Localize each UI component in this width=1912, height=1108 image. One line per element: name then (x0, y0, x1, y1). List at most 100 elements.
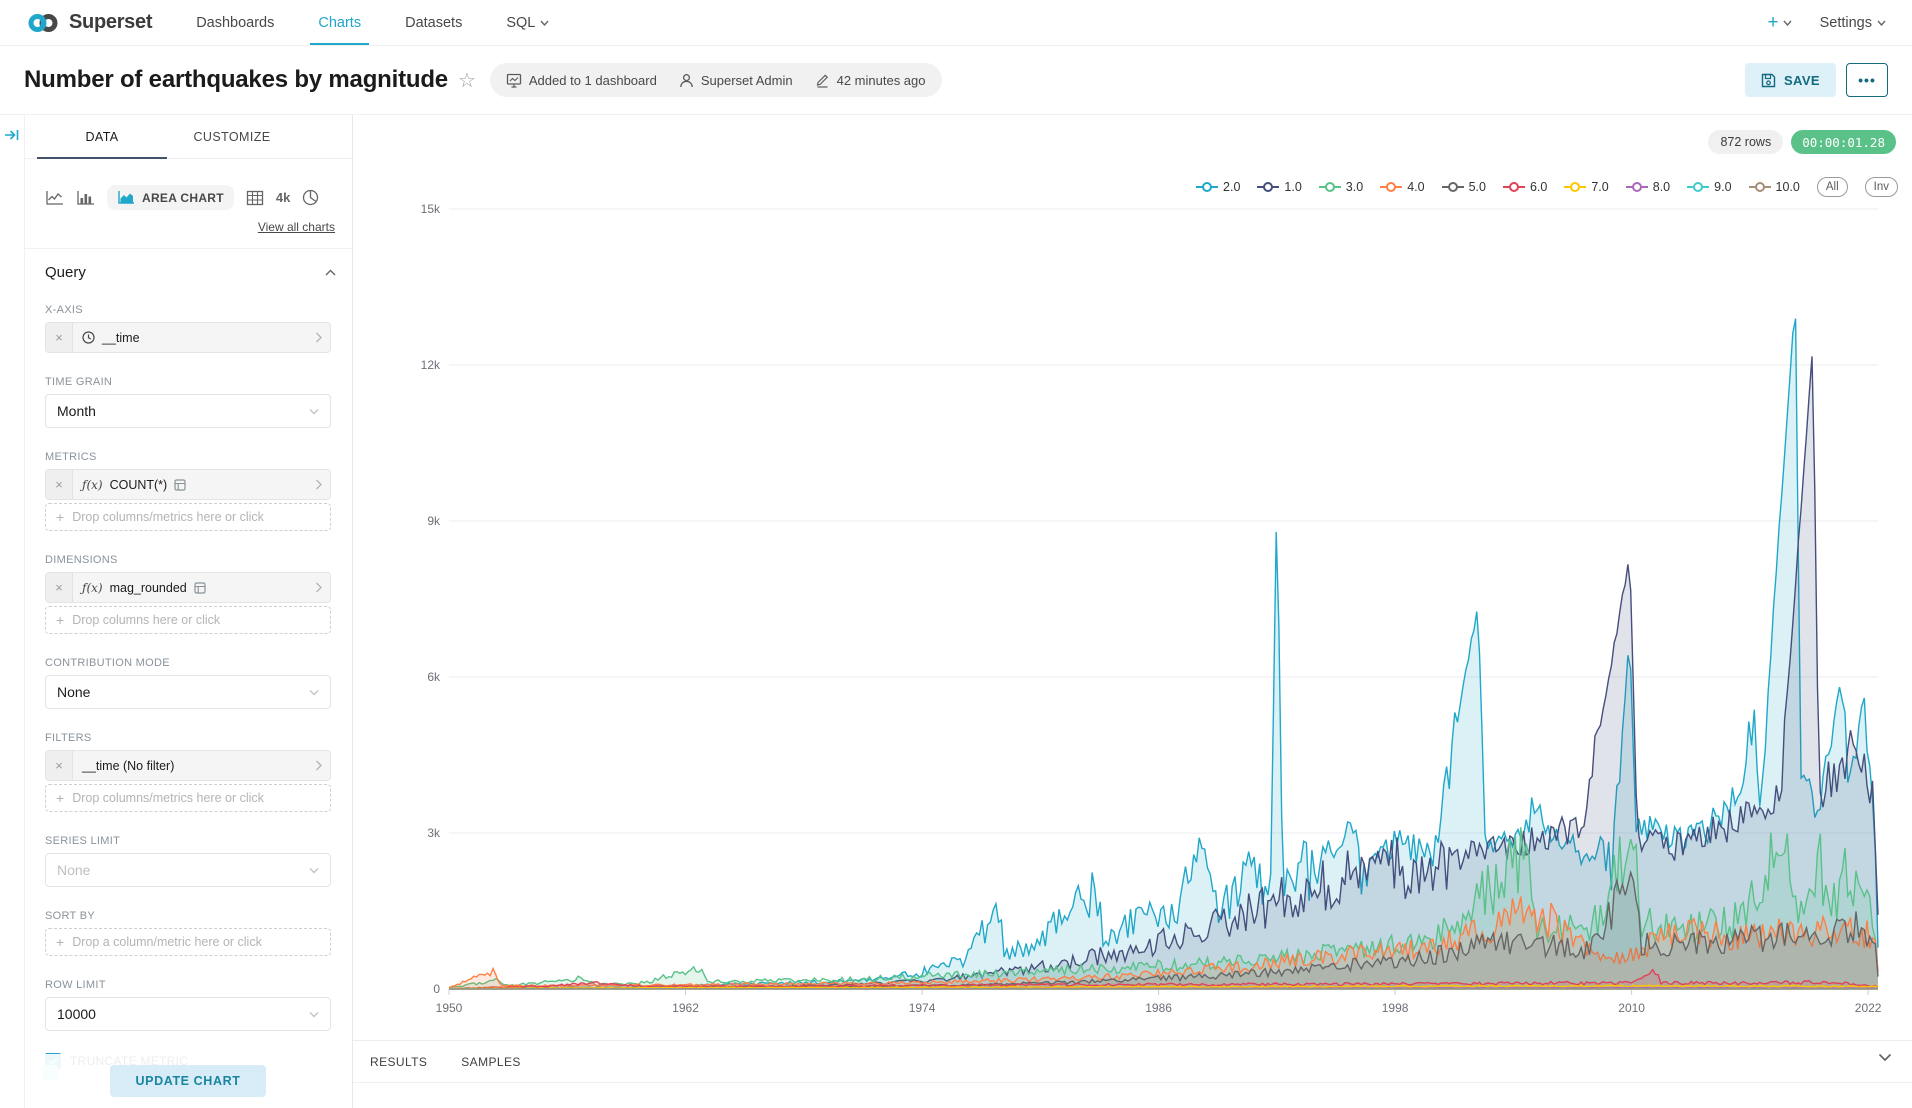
brand-name: Superset (69, 11, 153, 33)
metrics-dropzone[interactable]: + Drop columns/metrics here or click (45, 503, 331, 531)
panel-collapse-strip (0, 115, 25, 1108)
legend-item-6.0[interactable]: 6.0 (1502, 180, 1547, 194)
remove-x-axis-icon[interactable]: × (46, 323, 73, 352)
row-count-badge[interactable]: 872 rows (1708, 130, 1784, 154)
select-caret-icon (309, 868, 319, 874)
contribution-mode-select[interactable]: None (45, 675, 331, 709)
save-button[interactable]: SAVE (1744, 63, 1836, 97)
legend-toggle-inv[interactable]: Inv (1864, 177, 1898, 197)
legend-item-2.0[interactable]: 2.0 (1196, 180, 1240, 194)
legend-item-1.0[interactable]: 1.0 (1257, 180, 1302, 194)
nav-datasets[interactable]: Datasets (405, 14, 463, 31)
x-axis-control: × __time (45, 322, 331, 353)
more-actions-button[interactable]: ••• (1846, 63, 1888, 97)
legend-item-8.0[interactable]: 8.0 (1625, 180, 1670, 194)
row-limit-select[interactable]: 10000 (45, 997, 331, 1031)
collapse-results-icon[interactable] (1878, 1053, 1892, 1062)
row-limit-label: ROW LIMIT (45, 979, 106, 991)
chevron-right-icon[interactable] (315, 582, 330, 593)
fx-icon: ƒ(x) (82, 477, 103, 492)
time-grain-select[interactable]: Month (45, 394, 331, 428)
chart-metadata-bar: Added to 1 dashboard Superset Admin 42 m… (489, 63, 942, 97)
explore-control-panel: DATA CUSTOMIZE AREA CHART 4k View all ch… (0, 115, 353, 1108)
contribution-mode-label: CONTRIBUTION MODE (45, 657, 170, 669)
panel-footer: UPDATE CHART (25, 1054, 351, 1108)
select-caret-icon (309, 1012, 319, 1018)
dimension-pill[interactable]: × ƒ(x) mag_rounded (46, 573, 330, 602)
big-number-chart-icon[interactable]: 4k (275, 190, 291, 205)
legend-item-5.0[interactable]: 5.0 (1441, 180, 1486, 194)
legend-item-3.0[interactable]: 3.0 (1318, 180, 1363, 194)
nav-sql[interactable]: SQL (506, 0, 549, 45)
collapse-panel-icon[interactable] (3, 127, 21, 143)
new-item-button[interactable]: + (1767, 12, 1792, 34)
dimensions-control: × ƒ(x) mag_rounded (45, 572, 331, 603)
filters-dropzone[interactable]: + Drop columns/metrics here or click (45, 784, 331, 812)
added-to-dashboard-badge[interactable]: Added to 1 dashboard (506, 73, 657, 88)
chevron-right-icon[interactable] (315, 332, 330, 343)
query-timer-badge[interactable]: 00:00:01.28 (1791, 130, 1896, 154)
tab-customize[interactable]: CUSTOMIZE (193, 129, 271, 144)
legend-item-9.0[interactable]: 9.0 (1687, 180, 1732, 194)
legend-marker-icon (1564, 182, 1587, 192)
caret-down-icon (1877, 20, 1886, 26)
clock-icon (82, 331, 95, 344)
area-chart-selected[interactable]: AREA CHART (107, 185, 234, 210)
nav-charts[interactable]: Charts (310, 0, 370, 45)
select-caret-icon (309, 690, 319, 696)
user-icon (679, 73, 693, 87)
legend-item-7.0[interactable]: 7.0 (1564, 180, 1609, 194)
sort-by-dropzone[interactable]: + Drop a column/metric here or click (45, 928, 331, 956)
tab-data[interactable]: DATA (37, 115, 167, 159)
x-axis-pill[interactable]: × __time (46, 323, 330, 352)
superset-logo[interactable]: Superset (26, 11, 152, 34)
remove-metric-icon[interactable]: × (46, 470, 73, 499)
nav-dashboards[interactable]: Dashboards (196, 14, 275, 31)
legend-item-10.0[interactable]: 10.0 (1748, 180, 1800, 194)
chart-container: 872 rows 00:00:01.28 2.0 1.0 3.0 4.0 5.0 6.0 7… (353, 115, 1912, 1108)
owner-badge[interactable]: Superset Admin (679, 73, 793, 88)
filter-pill[interactable]: × __time (No filter) (46, 751, 330, 780)
legend-marker-icon (1380, 182, 1403, 192)
remove-dimension-icon[interactable]: × (46, 573, 73, 602)
svg-text:6k: 6k (427, 670, 441, 684)
legend-toggle-all[interactable]: All (1816, 177, 1848, 197)
calculator-icon (174, 478, 186, 491)
chevron-right-icon[interactable] (315, 479, 330, 490)
series-limit-label: SERIES LIMIT (45, 835, 121, 847)
chevron-up-icon[interactable] (325, 269, 336, 276)
tab-results[interactable]: RESULTS (370, 1054, 428, 1069)
select-caret-icon (309, 409, 319, 415)
dimensions-dropzone[interactable]: + Drop columns here or click (45, 606, 331, 634)
area-chart-plot[interactable]: 0 3k 6k 9k 12k 15k 1950 1962 1974 1986 1998 2010 202… (353, 115, 1912, 1040)
dashboard-icon (506, 73, 522, 88)
svg-text:2022: 2022 (1855, 1001, 1882, 1015)
last-modified-badge[interactable]: 42 minutes ago (815, 73, 926, 88)
caret-down-icon (1783, 20, 1792, 26)
settings-menu[interactable]: Settings (1820, 15, 1886, 31)
table-chart-icon[interactable] (246, 190, 264, 206)
top-navbar: Superset Dashboards Charts Datasets SQL … (0, 0, 1912, 46)
chevron-right-icon[interactable] (315, 760, 330, 771)
series-limit-select[interactable]: None (45, 853, 331, 887)
bar-chart-icon[interactable] (76, 190, 95, 206)
view-all-charts-link[interactable]: View all charts (257, 220, 335, 234)
svg-text:2010: 2010 (1618, 1001, 1645, 1015)
caret-down-icon (540, 20, 549, 26)
svg-text:1986: 1986 (1145, 1001, 1172, 1015)
save-disk-icon (1761, 73, 1776, 87)
remove-filter-icon[interactable]: × (46, 751, 73, 780)
svg-text:9k: 9k (427, 514, 441, 528)
results-panel: RESULTS SAMPLES (353, 1040, 1912, 1108)
legend-item-4.0[interactable]: 4.0 (1380, 180, 1425, 194)
update-chart-button[interactable]: UPDATE CHART (109, 1065, 267, 1097)
line-chart-icon[interactable] (45, 190, 64, 206)
pie-chart-icon[interactable] (302, 189, 319, 206)
favorite-star-icon[interactable]: ☆ (457, 69, 476, 92)
time-grain-label: TIME GRAIN (45, 376, 113, 388)
legend-marker-icon (1196, 182, 1219, 192)
tab-samples[interactable]: SAMPLES (461, 1054, 521, 1069)
svg-text:0: 0 (433, 982, 440, 996)
legend-marker-icon (1257, 182, 1280, 192)
metric-pill[interactable]: × ƒ(x) COUNT(*) (46, 470, 330, 499)
